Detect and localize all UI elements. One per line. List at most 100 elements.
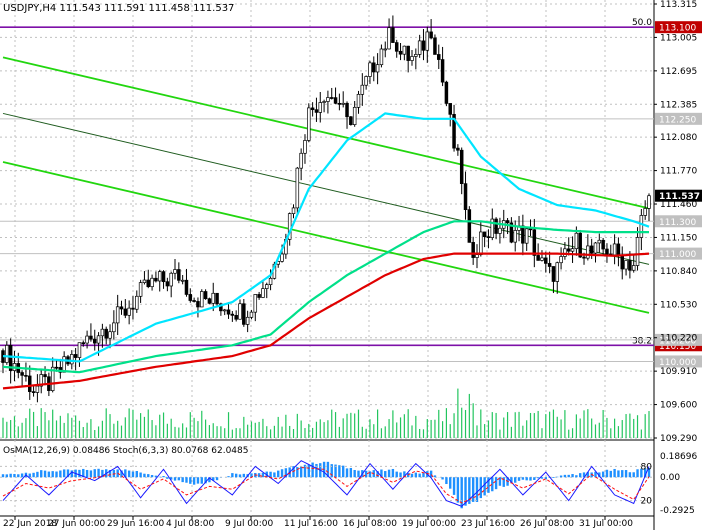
candle-body	[85, 335, 89, 344]
price-tick-label: 112.695	[660, 67, 697, 77]
candle-body	[35, 385, 40, 393]
candle-body	[200, 291, 204, 308]
price-tick-label: 110.530	[660, 300, 697, 310]
horizontal-levels: 50.0 113.100 38.2 110.150 112.250 111.300 111.…	[0, 18, 702, 368]
time-tick-label: 11 Jul 16:00	[284, 519, 338, 529]
candle-body	[119, 306, 124, 310]
candle-body	[188, 294, 193, 301]
candle-body	[333, 97, 338, 104]
candle-body	[639, 215, 644, 238]
candle-body	[620, 254, 624, 270]
candle-body	[295, 167, 300, 209]
price-tick-label: 111.770	[660, 167, 697, 177]
candle-body	[582, 256, 586, 259]
tick-volume	[2, 388, 650, 438]
time-tick-label: 29 Jun 16:00	[107, 519, 164, 529]
candle-body	[280, 253, 284, 262]
candle-body	[291, 207, 296, 214]
candle-body	[314, 109, 319, 113]
osma-tick-label: 0.18696	[660, 452, 697, 462]
candle-body	[326, 97, 330, 102]
candle-body	[631, 265, 636, 271]
candle-body	[364, 76, 368, 86]
stoch-tick-label: 20	[641, 497, 653, 507]
candle-body	[475, 254, 479, 258]
candle-body	[555, 262, 560, 282]
level-price-tag	[655, 333, 702, 346]
candle-body	[421, 40, 426, 51]
candle-body	[77, 342, 82, 358]
candle-body	[482, 231, 487, 238]
candle-body	[643, 208, 647, 216]
candle-body	[150, 277, 154, 288]
candle-body	[414, 54, 418, 57]
candle-body	[169, 272, 173, 287]
candle-body	[452, 113, 456, 149]
candle-body	[647, 195, 651, 209]
stoch_signal-line	[2, 466, 650, 504]
candle-body	[417, 40, 422, 55]
candle-body	[433, 37, 437, 55]
fib-level-label: 50.0	[632, 18, 652, 28]
candle-body	[605, 248, 609, 255]
price-tick-label: 112.385	[660, 100, 697, 110]
candle-body	[612, 243, 617, 256]
candle-body	[360, 84, 365, 95]
candle-body	[425, 31, 430, 51]
price-tick-label: 111.460	[660, 200, 697, 210]
candle-body	[597, 239, 602, 244]
level-price-tag	[655, 247, 702, 260]
candle-body	[196, 301, 200, 308]
candle-body	[391, 27, 395, 43]
candle-body	[559, 256, 563, 264]
candle-body	[230, 313, 235, 316]
candle-body	[368, 62, 372, 77]
candle-body	[50, 366, 55, 391]
level-price-tag	[655, 21, 702, 34]
candle-body	[387, 27, 391, 50]
candle-body	[574, 232, 579, 250]
candle-body	[341, 102, 345, 105]
fib-level-label: 38.2	[632, 336, 652, 346]
candle-body	[563, 248, 567, 257]
candle-body	[448, 103, 452, 115]
candle-body	[329, 97, 334, 99]
candle-body	[39, 374, 43, 387]
candle-body	[249, 311, 254, 318]
candle-body	[100, 328, 105, 337]
candle-body	[345, 102, 349, 118]
time-tick-label: 9 Jul 00:00	[225, 519, 274, 529]
candle-body	[96, 335, 101, 344]
candle-body	[104, 328, 108, 339]
ema_mid-line	[2, 220, 649, 374]
candle-body	[616, 243, 621, 256]
level-price-tag	[655, 112, 702, 125]
level-price-tag-text: 113.100	[659, 24, 696, 34]
candle-body	[402, 45, 407, 55]
candle-body	[547, 263, 552, 267]
candle-body	[505, 220, 510, 224]
candle-body	[112, 322, 116, 333]
candle-body	[108, 331, 112, 339]
candle-body	[268, 277, 273, 285]
candle-body	[135, 295, 139, 310]
candle-body	[566, 248, 571, 252]
candle-body	[192, 300, 196, 302]
channel-line	[2, 161, 650, 314]
candle-body	[123, 308, 128, 316]
candle-body	[471, 242, 475, 258]
candle-body	[303, 140, 307, 154]
channel-lines	[2, 56, 650, 314]
level-price-tag-text: 111.300	[659, 218, 696, 228]
candle-body	[578, 232, 582, 258]
osma-tick-label: -0.2925	[660, 506, 695, 516]
level-price-tag	[655, 355, 702, 368]
candle-body	[31, 391, 36, 393]
osma-tick-label: 0.00	[660, 473, 680, 483]
candle-body	[307, 107, 311, 141]
candle-body	[115, 306, 120, 324]
candle-body	[494, 218, 498, 234]
candle-body	[456, 147, 460, 151]
